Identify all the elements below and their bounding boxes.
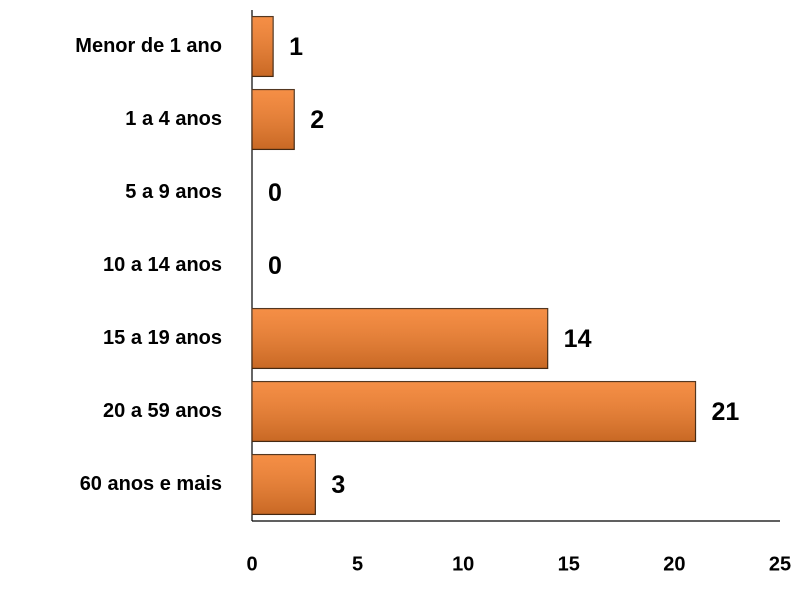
y-tick-label: 15 a 19 anos	[103, 327, 222, 349]
x-tick-label: 25	[769, 553, 791, 575]
x-tick-label: 0	[246, 553, 257, 575]
y-tick-label: 5 a 9 anos	[125, 181, 222, 203]
data-label: 0	[268, 252, 282, 280]
data-label: 1	[289, 33, 303, 61]
x-tick-label: 20	[663, 553, 685, 575]
bar-shade	[252, 381, 696, 442]
y-tick-label: 60 anos e mais	[80, 473, 222, 495]
y-tick-label: 1 a 4 anos	[125, 108, 222, 130]
y-tick-label: 10 a 14 anos	[103, 254, 222, 276]
bar-shade	[252, 16, 274, 77]
data-label: 14	[564, 325, 592, 353]
bar-shade	[252, 308, 548, 369]
data-label: 3	[331, 471, 345, 499]
x-tick-label: 10	[452, 553, 474, 575]
data-label: 2	[310, 106, 324, 134]
x-tick-label: 5	[352, 553, 363, 575]
bar-shade	[252, 89, 295, 150]
bar-shade	[252, 454, 316, 515]
y-tick-label: 20 a 59 anos	[103, 400, 222, 422]
data-label: 0	[268, 179, 282, 207]
y-tick-label: Menor de 1 ano	[75, 35, 222, 57]
x-tick-label: 15	[558, 553, 580, 575]
data-label: 21	[712, 398, 740, 426]
